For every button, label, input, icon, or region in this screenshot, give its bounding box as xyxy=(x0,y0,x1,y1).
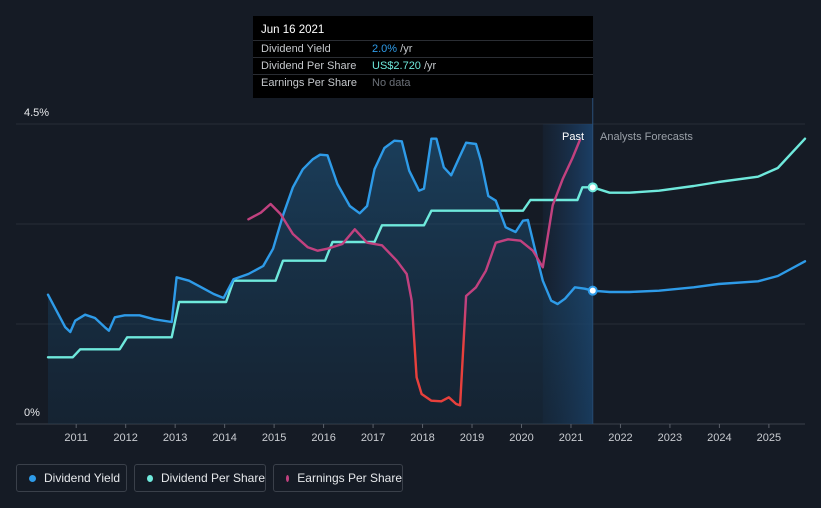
x-tick-label: 2017 xyxy=(361,432,385,444)
yield-area xyxy=(48,138,593,424)
x-tick-label: 2011 xyxy=(64,432,88,444)
tooltip-row-dividend-per-share: Dividend Per Share US$2.720 /yr xyxy=(253,57,593,75)
tooltip-date: Jun 16 2021 xyxy=(261,24,325,36)
tooltip-value: No data xyxy=(372,77,411,89)
tooltip-label: Dividend Yield xyxy=(261,43,331,55)
dividend-per-share-marker xyxy=(587,182,598,193)
past-label: Past xyxy=(562,131,584,143)
legend-dividend-yield[interactable]: Dividend Yield xyxy=(16,464,127,492)
legend-label: Earnings Per Share xyxy=(297,471,402,485)
y-axis-bottom-label: 0% xyxy=(24,407,40,419)
dividend-yield-forecast-line xyxy=(591,260,807,294)
tooltip-label: Dividend Per Share xyxy=(261,60,357,72)
x-tick-label: 2023 xyxy=(658,432,682,444)
x-tick-label: 2021 xyxy=(559,432,583,444)
dividend-per-share-line xyxy=(46,186,594,359)
x-axis: 2011 2012 2013 2014 2015 2016 2017 2018 2019 2020… xyxy=(64,424,781,444)
x-tick-label: 2018 xyxy=(410,432,434,444)
tooltip-label: Earnings Per Share xyxy=(261,77,357,89)
tooltip-row-earnings-per-share: Earnings Per Share No data xyxy=(253,74,593,92)
legend-dot-icon xyxy=(29,474,36,482)
series-lines xyxy=(46,137,807,407)
legend-label: Dividend Yield xyxy=(44,471,121,485)
x-tick-label: 2025 xyxy=(757,432,781,444)
x-tick-label: 2022 xyxy=(608,432,632,444)
tooltip-value: 2.0% /yr xyxy=(372,43,412,55)
tooltip-value-number: US$2.720 xyxy=(372,60,421,72)
tooltip-row-dividend-yield: Dividend Yield 2.0% /yr xyxy=(253,40,593,58)
x-tick-label: 2019 xyxy=(460,432,484,444)
dividend-yield-area xyxy=(48,138,593,424)
x-tick-label: 2020 xyxy=(509,432,533,444)
legend-earnings-per-share[interactable]: Earnings Per Share xyxy=(273,464,403,492)
forecast-label: Analysts Forecasts xyxy=(600,131,693,143)
series-markers xyxy=(587,182,598,296)
dividend-yield-marker xyxy=(587,285,598,296)
legend-dot-icon xyxy=(147,474,153,482)
dividend-per-share-forecast-line xyxy=(591,137,807,194)
tooltip-value-unit: /yr xyxy=(397,43,413,55)
tooltip-value-unit: /yr xyxy=(420,60,437,72)
dividend-yield-line xyxy=(46,137,594,334)
tooltip-value: US$2.720 /yr xyxy=(372,60,436,72)
hover-tooltip: Jun 16 2021 Dividend Yield 2.0% /yr Divi… xyxy=(253,16,593,98)
legend-label: Dividend Per Share xyxy=(160,471,265,485)
y-axis-top-label: 4.5% xyxy=(24,107,49,119)
legend-dividend-per-share[interactable]: Dividend Per Share xyxy=(134,464,266,492)
tooltip-value-number: 2.0% xyxy=(372,43,398,55)
earnings-per-share-line xyxy=(247,138,582,407)
x-tick-label: 2012 xyxy=(113,432,137,444)
x-tick-label: 2013 xyxy=(163,432,187,444)
legend-dot-icon xyxy=(286,474,290,482)
x-tick-label: 2015 xyxy=(262,432,286,444)
x-tick-label: 2016 xyxy=(311,432,335,444)
x-tick-label: 2014 xyxy=(212,432,236,444)
tooltip-value-number: No data xyxy=(372,77,411,89)
x-tick-label: 2024 xyxy=(707,432,731,444)
